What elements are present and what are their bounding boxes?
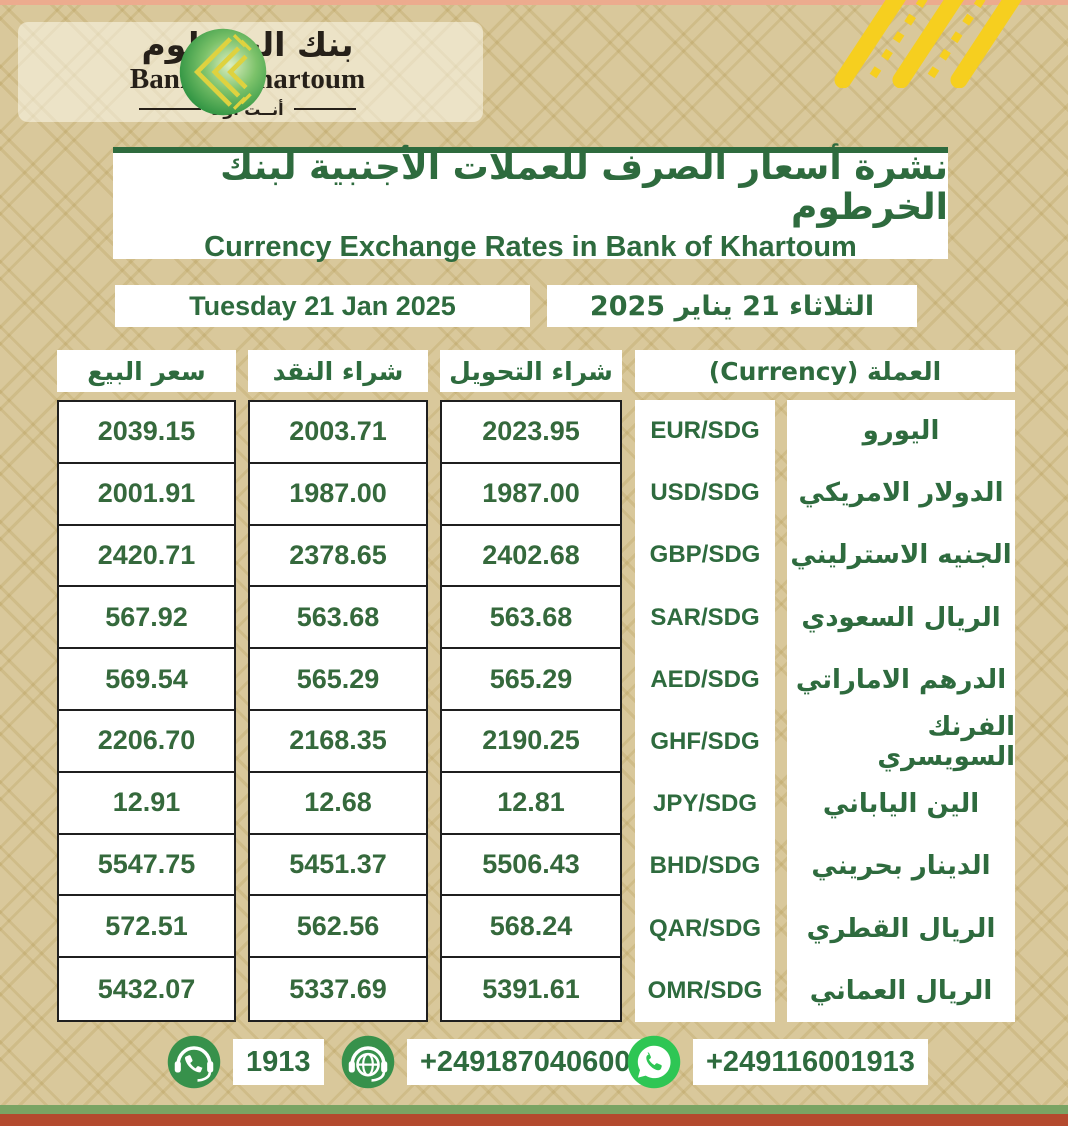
currency-name-arabic: الدرهم الاماراتي — [795, 664, 1007, 695]
transfer-buy-cell: 12.81 — [442, 773, 620, 835]
currency-code: GHF/SDG — [650, 728, 760, 756]
header-cash-buy: شراء النقد — [248, 350, 428, 392]
header-currency: العملة (Currency) — [635, 350, 1015, 392]
sell-price-cell: 2001.91 — [59, 464, 234, 526]
bulletin-title-english: Currency Exchange Rates in Bank of Khart… — [204, 230, 857, 263]
header-sell-price: سعر البيع — [57, 350, 236, 392]
whatsapp-icon — [627, 1035, 681, 1089]
currency-code: SAR/SDG — [650, 603, 760, 631]
cash-buy-cell: 12.68 — [250, 773, 426, 835]
transfer-buy-column: 2023.95 1987.00 2402.68 563.68 565.29 21… — [440, 400, 622, 1022]
bulletin-title-arabic: نشرة أسعار الصرف للعملات الأجنبية لبنك ا… — [220, 147, 948, 228]
currency-name-arabic: الدولار الامريكي — [798, 478, 1004, 509]
header-transfer-buy: شراء التحويل — [440, 350, 622, 392]
sell-price-cell: 2206.70 — [59, 711, 234, 773]
sell-price-cell: 2420.71 — [59, 526, 234, 588]
cash-buy-cell: 1987.00 — [250, 464, 426, 526]
transfer-buy-cell: 2190.25 — [442, 711, 620, 773]
currency-name-arabic: الدينار بحريني — [811, 851, 991, 882]
sell-price-cell: 572.51 — [59, 896, 234, 959]
bottom-red-strip — [0, 1114, 1068, 1126]
tagline-dash — [293, 108, 356, 111]
title-banner: نشرة أسعار الصرف للعملات الأجنبية لبنك ا… — [113, 147, 948, 263]
cash-buy-cell: 5451.37 — [250, 835, 426, 897]
hotline-number: 1913 — [233, 1039, 324, 1085]
sell-price-column: 2039.15 2001.91 2420.71 567.92 569.54 22… — [57, 400, 236, 1022]
currency-name-arabic: الريال السعودي — [801, 602, 1001, 633]
cash-buy-column: 2003.71 1987.00 2378.65 563.68 565.29 21… — [248, 400, 428, 1022]
currency-code: OMR/SDG — [647, 976, 763, 1004]
currency-name-column: اليورو الدولار الامريكي الجنيه الاسترلين… — [787, 400, 1015, 1022]
cash-buy-cell: 5337.69 — [289, 973, 387, 1004]
date-english: Tuesday 21 Jan 2025 — [115, 285, 530, 327]
date-arabic: الثلاثاء 21 يناير 2025 — [547, 285, 917, 327]
call-center-icon — [167, 1035, 221, 1089]
transfer-buy-cell: 5391.61 — [482, 973, 580, 1004]
currency-name-arabic: الريال العماني — [809, 975, 993, 1006]
cash-buy-cell: 563.68 — [250, 587, 426, 650]
phone-number: +249187040600 — [407, 1039, 644, 1085]
transfer-buy-cell: 568.24 — [442, 896, 620, 959]
cash-buy-cell: 562.56 — [250, 896, 426, 959]
transfer-buy-cell: 563.68 — [442, 587, 620, 650]
sell-price-cell: 12.91 — [59, 773, 234, 835]
whatsapp-contact: +249116001913 — [626, 1035, 928, 1089]
currency-code-column: EUR/SDG USD/SDG GBP/SDG SAR/SDG AED/SDG … — [635, 400, 775, 1022]
bottom-green-strip — [0, 1105, 1068, 1114]
currency-code: JPY/SDG — [652, 790, 758, 818]
diagonal-stripes-decoration — [834, 0, 1022, 88]
transfer-buy-cell: 2402.68 — [442, 526, 620, 588]
currency-name-arabic: الريال القطري — [806, 913, 996, 944]
currency-code: BHD/SDG — [649, 852, 761, 880]
bank-sphere-logo-icon — [179, 28, 267, 116]
cash-buy-cell: 2378.65 — [250, 526, 426, 588]
sell-price-cell: 2039.15 — [59, 402, 234, 464]
tagline-dash — [139, 108, 202, 111]
transfer-buy-cell: 565.29 — [442, 649, 620, 711]
currency-code: EUR/SDG — [650, 417, 760, 445]
currency-code: AED/SDG — [650, 665, 760, 693]
currency-code: QAR/SDG — [648, 914, 761, 942]
transfer-buy-cell: 1987.00 — [442, 464, 620, 526]
cash-buy-cell: 2168.35 — [250, 711, 426, 773]
cash-buy-cell: 565.29 — [250, 649, 426, 711]
whatsapp-number: +249116001913 — [693, 1039, 928, 1085]
globe-headset-icon — [341, 1035, 395, 1089]
currency-name-arabic: اليورو — [862, 416, 940, 447]
transfer-buy-cell: 2023.95 — [442, 402, 620, 464]
sell-price-cell: 569.54 — [59, 649, 234, 711]
sell-price-cell: 5432.07 — [97, 973, 196, 1004]
currency-code: GBP/SDG — [649, 541, 761, 569]
phone-contact: +249187040600 — [340, 1035, 644, 1089]
currency-name-arabic: الفرنك السويسري — [877, 712, 1015, 773]
currency-name-arabic: الجنيه الاسترليني — [790, 540, 1012, 571]
transfer-buy-cell: 5506.43 — [442, 835, 620, 897]
sell-price-cell: 567.92 — [59, 587, 234, 650]
sell-price-cell: 5547.75 — [59, 835, 234, 897]
top-edge-strip — [0, 0, 1068, 5]
cash-buy-cell: 2003.71 — [250, 402, 426, 464]
currency-name-arabic: الين الياباني — [822, 789, 980, 820]
hotline-contact: 1913 — [166, 1035, 324, 1089]
currency-code: USD/SDG — [650, 479, 760, 507]
